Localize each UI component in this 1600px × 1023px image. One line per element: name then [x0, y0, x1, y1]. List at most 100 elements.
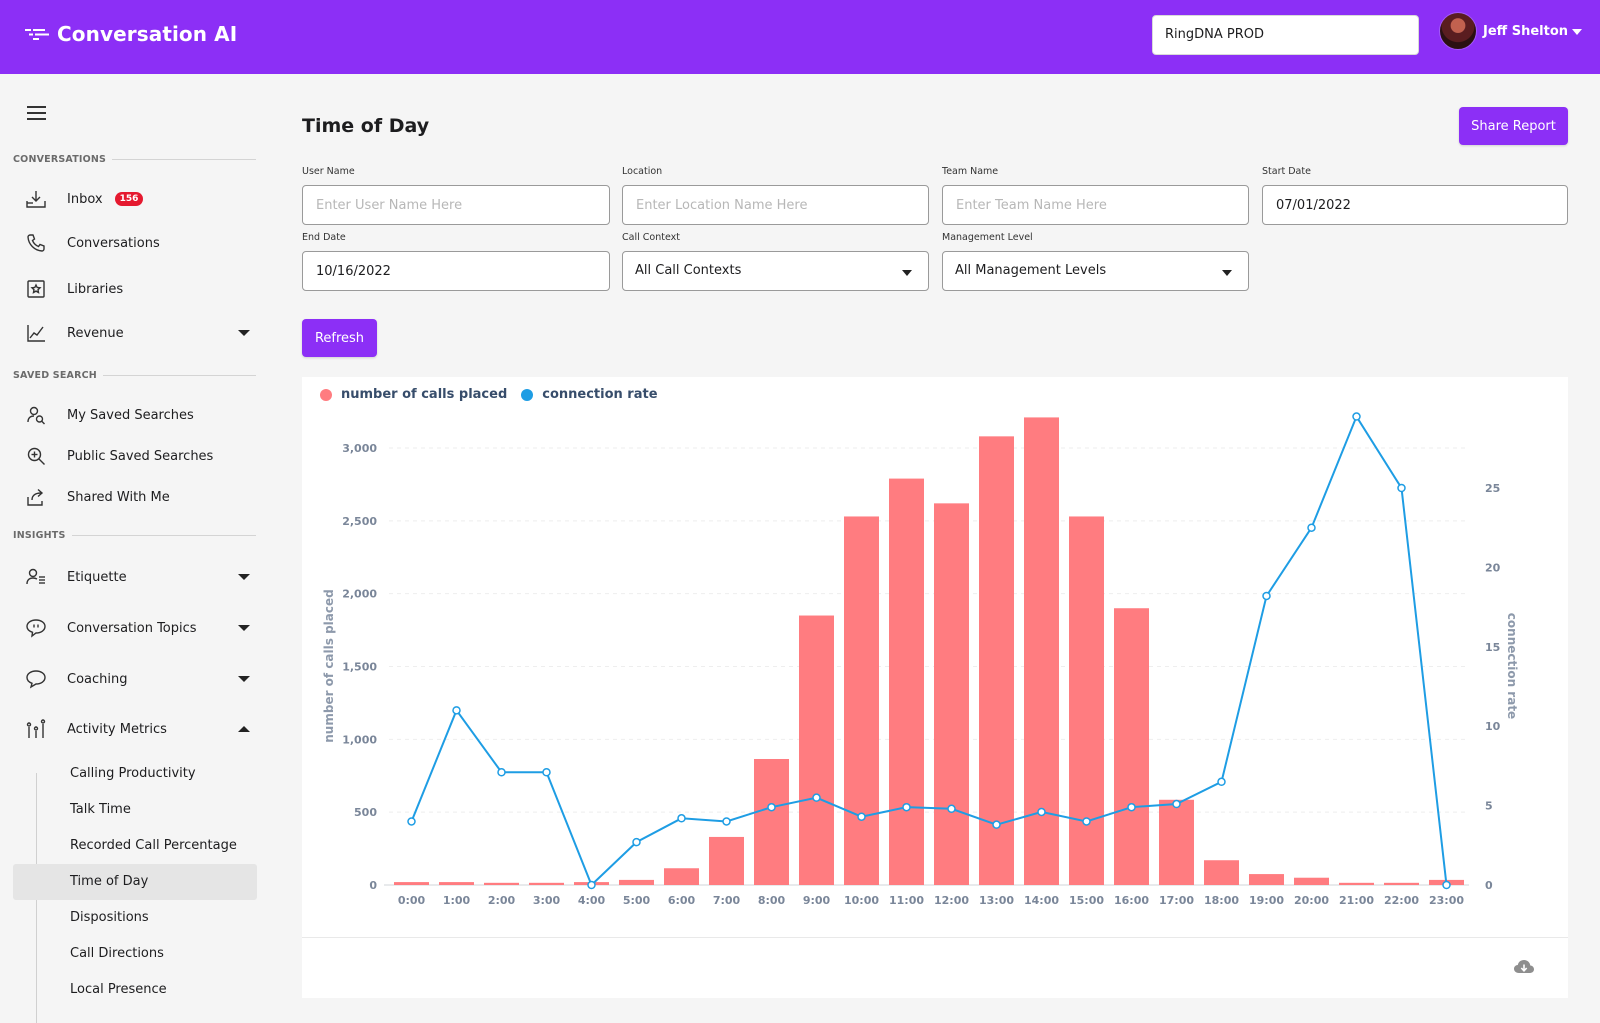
legend-item-connection-rate[interactable]: connection rate — [521, 387, 658, 402]
bar — [979, 436, 1014, 885]
x-tick-label: 15:00 — [1069, 894, 1104, 907]
sidebar-subitem-calling-productivity[interactable]: Calling Productivity — [70, 766, 196, 781]
line-point — [812, 793, 821, 802]
bar — [1294, 877, 1329, 885]
x-tick-label: 22:00 — [1384, 894, 1419, 907]
call-context-select[interactable]: All Call Contexts — [622, 251, 929, 291]
share-icon — [27, 488, 44, 506]
sidebar-item-label: Public Saved Searches — [67, 448, 214, 464]
bar — [844, 516, 879, 885]
y2-tick-label: 0 — [1485, 879, 1493, 892]
line-point — [1442, 880, 1451, 890]
x-tick-label: 21:00 — [1339, 894, 1374, 907]
sidebar-item-conversations[interactable]: Conversations — [25, 232, 250, 254]
sidebar-item-shared-with-me[interactable]: Shared With Me — [25, 486, 250, 508]
sidebar-subitem-talk-time[interactable]: Talk Time — [70, 802, 131, 817]
sidebar-item-inbox[interactable]: Inbox 156 — [25, 188, 250, 210]
sidebar-item-libraries[interactable]: Libraries — [25, 278, 250, 300]
sidebar-subitem-dispositions[interactable]: Dispositions — [70, 910, 149, 925]
y2-tick-label: 10 — [1485, 720, 1501, 733]
account-selector[interactable]: RingDNA PROD — [1152, 15, 1419, 55]
speech-bubble-icon — [26, 670, 46, 689]
start-date-input[interactable] — [1262, 185, 1568, 225]
brand[interactable]: Conversation AI — [25, 22, 237, 46]
sidebar-item-etiquette[interactable]: Etiquette — [25, 566, 250, 588]
management-level-select[interactable]: All Management Levels — [942, 251, 1249, 291]
library-icon — [27, 280, 45, 298]
legend-item-calls[interactable]: number of calls placed — [320, 387, 507, 402]
sidebar-subitem-local-presence[interactable]: Local Presence — [70, 982, 167, 997]
bar — [664, 868, 699, 885]
sidebar-item-my-saved-searches[interactable]: My Saved Searches — [25, 404, 250, 426]
user-name-input[interactable] — [302, 185, 610, 225]
legend-swatch — [521, 388, 534, 401]
line-point — [767, 802, 776, 812]
bar — [709, 836, 744, 885]
conversation-ai-logo-icon — [25, 29, 49, 40]
refresh-button[interactable]: Refresh — [302, 319, 377, 357]
team-name-input[interactable] — [942, 185, 1249, 225]
sidebar-item-conversation-topics[interactable]: Conversation Topics — [25, 617, 250, 639]
chevron-down-icon[interactable] — [238, 625, 250, 631]
sidebar-item-public-saved-searches[interactable]: Public Saved Searches — [25, 445, 250, 467]
chevron-up-icon[interactable] — [238, 726, 250, 732]
location-input[interactable] — [622, 185, 929, 225]
chart-legend: number of calls placed connection rate — [320, 387, 672, 402]
sidebar-subitem-recorded-call-percentage[interactable]: Recorded Call Percentage — [70, 838, 237, 853]
line-point — [1037, 807, 1046, 817]
y-tick-label: 0 — [369, 879, 377, 892]
bar — [1249, 874, 1284, 885]
chevron-down-icon[interactable] — [238, 574, 250, 580]
sidebar-subitem-time-of-day[interactable]: Time of Day — [70, 874, 149, 889]
management-level-label: Management Level — [942, 232, 1033, 243]
cloud-download-icon[interactable] — [1513, 958, 1535, 976]
line-point — [587, 880, 596, 890]
line-point — [452, 706, 461, 715]
line-point — [1127, 802, 1136, 812]
line-chart-icon — [27, 325, 45, 342]
y2-tick-label: 15 — [1485, 641, 1500, 654]
phone-icon — [27, 234, 45, 252]
x-tick-label: 4:00 — [578, 894, 606, 907]
top-bar: Conversation AI RingDNA PROD Jeff Shelto… — [0, 0, 1600, 74]
x-tick-label: 10:00 — [844, 894, 879, 907]
end-date-input[interactable] — [302, 251, 610, 291]
sidebar-item-revenue[interactable]: Revenue — [25, 322, 250, 344]
chevron-down-icon[interactable] — [238, 330, 250, 336]
bar — [529, 882, 564, 885]
user-list-icon — [26, 568, 45, 585]
section-label: CONVERSATIONS — [13, 154, 107, 165]
page-title: Time of Day — [302, 115, 430, 137]
x-tick-label: 7:00 — [713, 894, 741, 907]
avatar — [1439, 12, 1477, 50]
sidebar-item-activity-metrics[interactable]: Activity Metrics — [25, 718, 250, 740]
bar — [799, 615, 834, 885]
sidebar-subitem-call-directions[interactable]: Call Directions — [70, 946, 164, 961]
sidebar-item-coaching[interactable]: Coaching — [25, 668, 250, 690]
y2-tick-label: 25 — [1485, 482, 1500, 495]
menu-icon[interactable] — [27, 106, 46, 120]
chevron-down-icon[interactable] — [238, 676, 250, 682]
x-tick-label: 19:00 — [1249, 894, 1284, 907]
x-tick-label: 0:00 — [398, 894, 426, 907]
line-point — [1262, 591, 1271, 601]
x-tick-label: 1:00 — [443, 894, 471, 907]
line-point — [722, 817, 731, 826]
call-context-value: All Call Contexts — [635, 263, 742, 278]
location-label: Location — [622, 166, 663, 177]
user-menu[interactable]: Jeff Shelton — [1439, 12, 1583, 50]
line-point — [857, 812, 866, 821]
x-tick-label: 8:00 — [758, 894, 786, 907]
legend-swatch — [320, 388, 332, 401]
inbox-icon — [26, 191, 46, 208]
sidebar-item-label: Conversations — [67, 235, 160, 251]
sidebar-item-label: Shared With Me — [67, 489, 170, 505]
x-tick-label: 17:00 — [1159, 894, 1194, 907]
sidebar-item-label: Conversation Topics — [67, 620, 197, 636]
legend-label: number of calls placed — [341, 387, 508, 402]
x-tick-label: 16:00 — [1114, 894, 1149, 907]
line-point — [1352, 412, 1361, 421]
x-tick-label: 23:00 — [1429, 894, 1464, 907]
share-report-button[interactable]: Share Report — [1459, 107, 1568, 145]
section-label: SAVED SEARCH — [13, 370, 97, 381]
